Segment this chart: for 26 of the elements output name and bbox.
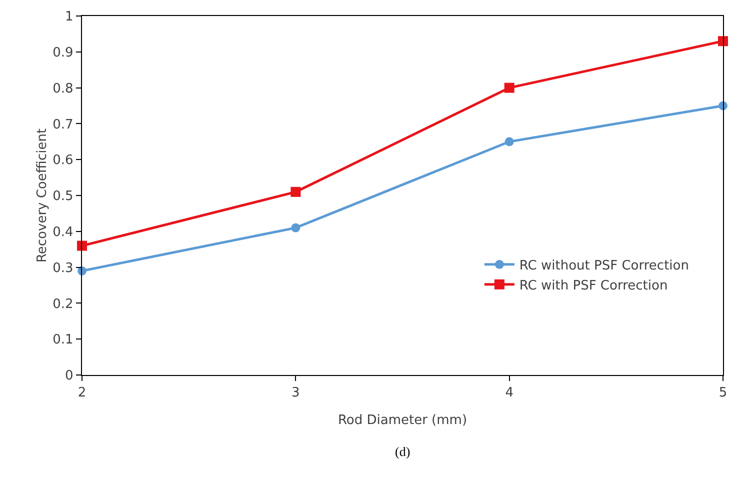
point — [290, 186, 301, 197]
y-tick-label: 0 — [65, 368, 74, 384]
point — [718, 36, 728, 46]
text: (d) — [395, 444, 410, 459]
y-tick-label: 0.4 — [52, 224, 74, 240]
point — [504, 82, 514, 93]
y-tick-label: 0.3 — [52, 260, 74, 276]
x-tick-label: 4 — [505, 386, 514, 401]
y-tick-label: 1 — [65, 10, 74, 25]
x-tick-label: 2 — [78, 386, 86, 401]
y-tick-label: 0.5 — [52, 189, 74, 204]
y-tick-label: 0.9 — [52, 45, 74, 60]
point — [77, 240, 87, 251]
x-axis-title: Rod Diameter (mm) — [338, 413, 468, 428]
legend-label: RC without PSF Correction — [519, 258, 689, 274]
y-tick-label: 0.2 — [52, 296, 74, 312]
y-tick-label: 0.6 — [52, 153, 74, 168]
y-tick-label: 0.1 — [52, 332, 74, 348]
point — [291, 223, 300, 232]
x-tick-label: 3 — [292, 386, 300, 401]
x-tick-label: 5 — [718, 386, 728, 401]
y-axis-title: Recovery Coefficient — [34, 128, 50, 263]
point — [504, 137, 514, 146]
y-tick-label: 0.7 — [52, 117, 74, 132]
legend-label: RC with PSF Correction — [519, 278, 668, 294]
y-tick-label: 0.8 — [52, 81, 74, 96]
